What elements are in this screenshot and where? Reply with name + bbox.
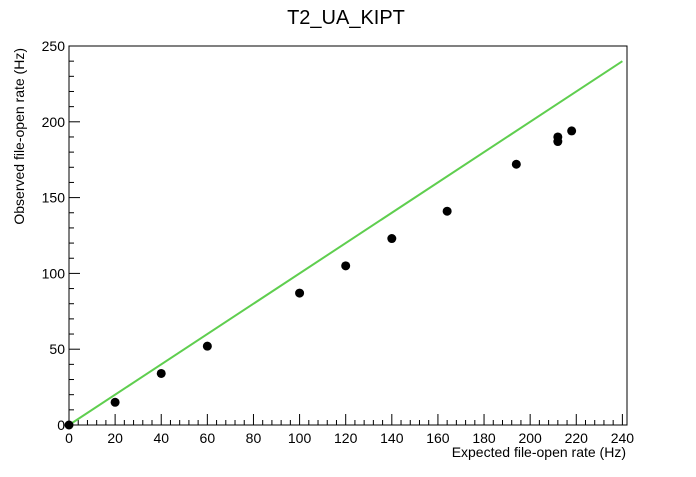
x-tick-label: 0 <box>65 430 73 446</box>
x-tick-label: 100 <box>288 430 312 446</box>
data-point <box>156 368 166 378</box>
x-tick-label: 40 <box>153 430 169 446</box>
y-tick-label: 0 <box>57 417 65 433</box>
data-points <box>64 126 577 430</box>
x-tick-label: 160 <box>426 430 450 446</box>
y-tick-label: 100 <box>42 265 66 281</box>
data-point <box>341 261 351 271</box>
data-point <box>64 420 74 430</box>
y-axis-label: Observed file-open rate (Hz) <box>11 48 27 225</box>
reference-line <box>68 60 623 426</box>
x-tick-label: 240 <box>611 430 635 446</box>
data-point <box>110 397 120 407</box>
data-point <box>567 126 577 136</box>
data-point <box>202 341 212 351</box>
x-tick-label: 200 <box>518 430 542 446</box>
data-point <box>442 206 452 216</box>
y-tick-label: 250 <box>42 38 66 54</box>
data-point <box>387 234 397 244</box>
data-point <box>511 159 521 169</box>
plot-frame-rect <box>68 45 628 426</box>
y-tick-label: 50 <box>49 341 65 357</box>
y-tick-label: 200 <box>42 114 66 130</box>
x-tick-label: 220 <box>565 430 589 446</box>
axis-ticks: 0 20 40 60 80 100 120 140 160 180 200 220 240 0 50 100 1… <box>42 38 635 446</box>
x-tick-label: 80 <box>246 430 262 446</box>
x-tick-label: 140 <box>380 430 404 446</box>
data-point <box>295 288 305 298</box>
y-tick-label: 150 <box>42 190 66 206</box>
x-tick-label: 20 <box>107 430 123 446</box>
data-point <box>553 132 563 142</box>
reference-line-group <box>68 60 623 426</box>
chart-title: T2_UA_KIPT <box>287 7 405 29</box>
x-tick-label: 180 <box>472 430 496 446</box>
plot-frame <box>68 45 628 426</box>
x-tick-label: 120 <box>334 430 358 446</box>
x-tick-label: 60 <box>200 430 216 446</box>
x-axis-label: Expected file-open rate (Hz) <box>452 444 626 460</box>
